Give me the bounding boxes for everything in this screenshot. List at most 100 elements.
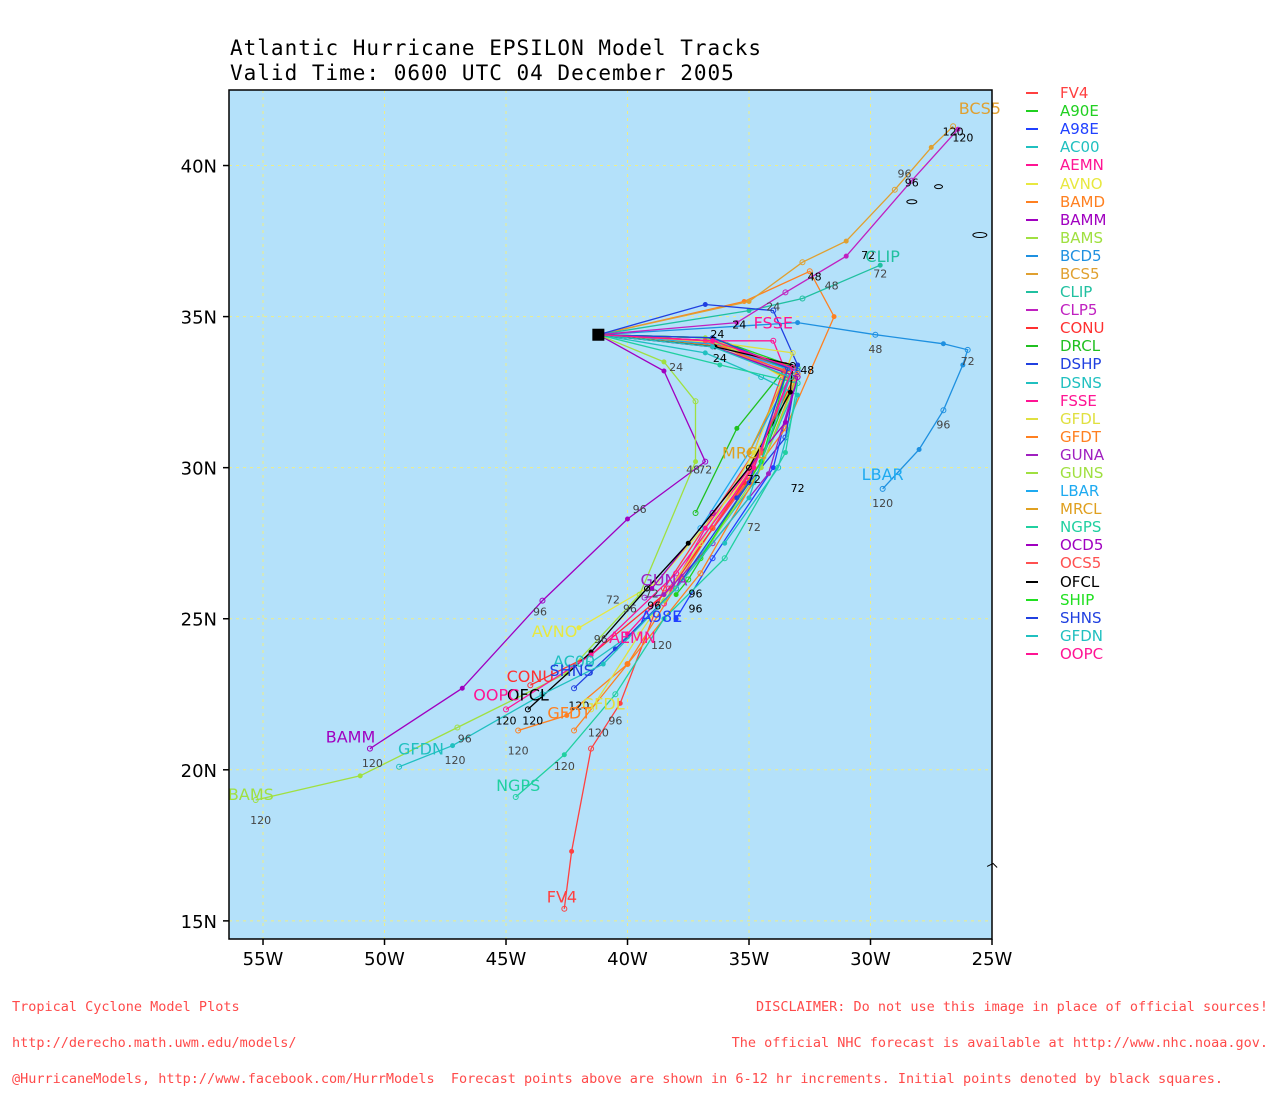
track-point bbox=[734, 320, 740, 326]
track-point bbox=[454, 724, 461, 731]
track-point bbox=[697, 570, 704, 577]
legend-label: OCD5 bbox=[1060, 536, 1104, 555]
track-point bbox=[571, 727, 578, 734]
track-point bbox=[503, 706, 510, 713]
forecast-hour-label: 120 bbox=[250, 814, 271, 827]
track-point bbox=[960, 362, 966, 368]
track-label-mrcl: MRCL bbox=[722, 444, 766, 463]
track-point bbox=[661, 368, 667, 374]
forecast-hour-label: 96 bbox=[623, 603, 637, 616]
legend-swatch bbox=[1026, 616, 1038, 619]
track-point bbox=[576, 625, 582, 631]
track-point bbox=[673, 616, 679, 622]
footer-right: DISCLAIMER: Do not use this image in pla… bbox=[732, 977, 1268, 1061]
legend-item-bamd: BAMD bbox=[1026, 193, 1106, 211]
legend-swatch bbox=[1026, 652, 1038, 655]
track-point bbox=[661, 592, 667, 598]
track-point bbox=[872, 331, 879, 338]
legend-label: AVNO bbox=[1060, 174, 1103, 193]
track-point bbox=[940, 341, 946, 347]
legend-item-bcd5: BCD5 bbox=[1026, 247, 1106, 265]
track-point bbox=[955, 126, 961, 132]
legend-label: CLP5 bbox=[1060, 301, 1098, 320]
legend-item-clip: CLIP bbox=[1026, 283, 1106, 301]
track-label-fv4: FV4 bbox=[547, 888, 577, 907]
lat-tick-label: 20N bbox=[181, 761, 217, 782]
track-point bbox=[702, 525, 708, 531]
legend-swatch bbox=[1026, 634, 1038, 637]
legend-label: DSHP bbox=[1060, 355, 1102, 374]
lon-tick-label: 45W bbox=[486, 949, 527, 970]
track-point bbox=[625, 516, 631, 522]
track-point bbox=[751, 465, 757, 471]
track-point bbox=[357, 773, 363, 779]
forecast-hour-label: 120 bbox=[651, 639, 672, 652]
lat-tick-label: 30N bbox=[181, 459, 217, 480]
footer-disclaimer: DISCLAIMER: Do not use this image in pla… bbox=[755, 999, 1268, 1015]
track-label-oopc: OOPC bbox=[473, 685, 519, 704]
legend-swatch bbox=[1026, 472, 1038, 475]
legend-label: FSSE bbox=[1060, 391, 1097, 410]
legend-item-lbar: LBAR bbox=[1026, 482, 1106, 500]
legend-label: GFDL bbox=[1060, 409, 1101, 428]
legend-item-gfdn: GFDN bbox=[1026, 627, 1106, 645]
legend-swatch bbox=[1026, 544, 1038, 547]
legend-swatch bbox=[1026, 490, 1038, 493]
track-point bbox=[782, 419, 788, 425]
track-dshp bbox=[598, 303, 799, 499]
legend-item-clp5: CLP5 bbox=[1026, 301, 1106, 319]
legend-label: BCS5 bbox=[1060, 264, 1100, 283]
track-label-avno: AVNO bbox=[532, 622, 577, 641]
island-outline bbox=[906, 199, 918, 205]
legend-item-ship: SHIP bbox=[1026, 591, 1106, 609]
model-legend: FV4 A90E A98E AC00 AEMN AVNO BAMD BAMM BAMS BCD5 B… bbox=[1026, 84, 1106, 663]
track-point bbox=[673, 592, 679, 598]
track-point bbox=[877, 262, 883, 268]
forecast-hour-label: 96 bbox=[689, 603, 703, 616]
legend-item-ngps: NGPS bbox=[1026, 518, 1106, 536]
forecast-hour-label: 24 bbox=[766, 301, 780, 314]
legend-item-bams: BAMS bbox=[1026, 229, 1106, 247]
legend-label: A90E bbox=[1060, 102, 1099, 121]
forecast-hour-label: 72 bbox=[606, 594, 620, 607]
legend-label: BAMD bbox=[1060, 192, 1106, 211]
track-point bbox=[746, 450, 752, 456]
track-point bbox=[950, 123, 957, 130]
legend-label: AC00 bbox=[1060, 138, 1100, 157]
legend-swatch bbox=[1026, 453, 1038, 456]
forecast-hour-label: 24 bbox=[713, 352, 727, 365]
island-outline bbox=[934, 184, 944, 190]
legend-label: FV4 bbox=[1060, 84, 1089, 103]
legend-item-a90e: A90E bbox=[1026, 102, 1106, 120]
track-point bbox=[450, 743, 456, 749]
legend-item-oopc: OOPC bbox=[1026, 645, 1106, 663]
legend-swatch bbox=[1026, 508, 1038, 511]
track-point bbox=[722, 540, 728, 546]
track-point bbox=[770, 337, 777, 344]
legend-label: CONU bbox=[1060, 319, 1105, 338]
track-label-bamm: BAMM bbox=[326, 728, 376, 747]
track-point bbox=[693, 459, 699, 465]
track-point bbox=[908, 177, 915, 184]
track-point bbox=[512, 793, 519, 800]
track-point bbox=[569, 848, 575, 854]
track-point bbox=[940, 407, 947, 414]
track-point bbox=[661, 359, 667, 365]
legend-swatch bbox=[1026, 598, 1038, 601]
track-point bbox=[661, 616, 667, 622]
track-bamd bbox=[518, 270, 835, 732]
track-point bbox=[588, 652, 594, 658]
track-point bbox=[561, 752, 567, 758]
legend-swatch bbox=[1026, 363, 1038, 366]
legend-item-ofcl: OFCL bbox=[1026, 573, 1106, 591]
track-point bbox=[710, 338, 716, 344]
track-bams bbox=[255, 334, 697, 801]
lat-tick-label: 40N bbox=[181, 157, 217, 178]
legend-item-aemn: AEMN bbox=[1026, 156, 1106, 174]
legend-swatch bbox=[1026, 272, 1038, 275]
legend-label: MRCL bbox=[1060, 500, 1102, 519]
track-point bbox=[734, 425, 740, 431]
legend-label: A98E bbox=[1060, 120, 1099, 139]
legend-label: GFDN bbox=[1060, 626, 1104, 645]
track-point bbox=[515, 727, 522, 734]
